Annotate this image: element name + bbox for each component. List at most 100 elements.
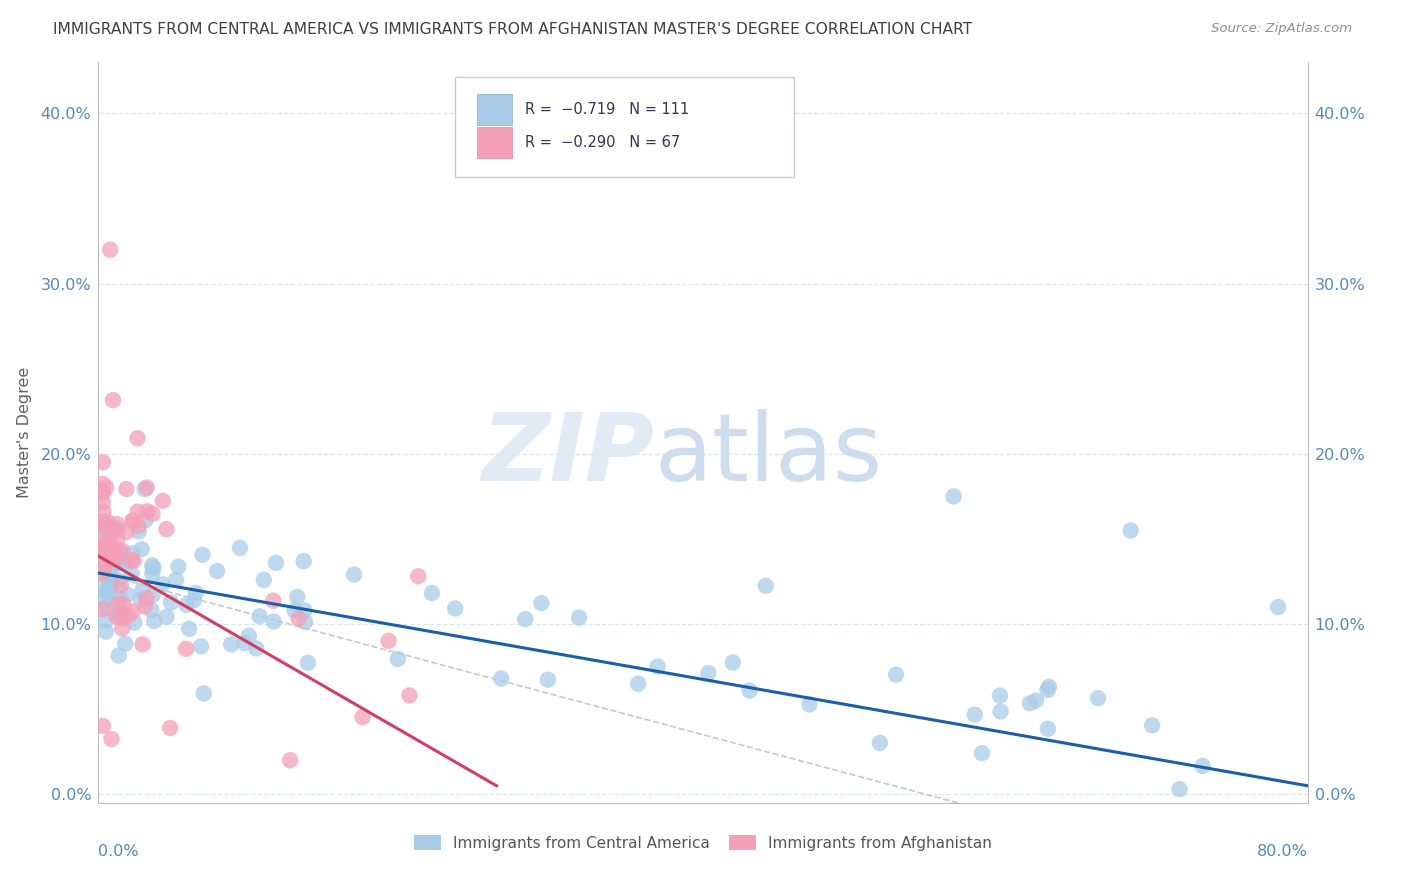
Point (1019, 696, 1042, 710)
Point (174, 641, 197, 656)
Point (1038, 680, 1060, 694)
Text: 0.0%: 0.0% (98, 844, 139, 858)
Point (129, 592, 152, 607)
Point (160, 595, 183, 609)
Point (91, 602, 114, 616)
Point (205, 564, 228, 578)
Point (121, 553, 143, 567)
Point (152, 494, 174, 508)
Point (94, 518, 117, 533)
Point (963, 707, 986, 722)
FancyBboxPatch shape (477, 127, 512, 158)
Point (183, 593, 205, 607)
Point (515, 612, 537, 626)
Point (111, 543, 134, 558)
Point (121, 546, 143, 560)
Point (136, 504, 159, 518)
Point (721, 656, 744, 670)
Point (94, 557, 117, 571)
Point (108, 544, 131, 558)
Point (1036, 683, 1059, 698)
Point (91, 518, 114, 533)
Point (233, 636, 256, 650)
Point (91, 483, 114, 498)
Point (91, 495, 114, 509)
Point (94, 624, 117, 639)
Point (101, 393, 124, 408)
Point (98, 586, 121, 600)
Point (105, 552, 128, 566)
Point (122, 554, 145, 568)
Point (107, 648, 129, 663)
Point (377, 633, 399, 648)
Point (107, 597, 129, 611)
Point (537, 673, 560, 687)
Point (245, 641, 267, 656)
Point (91, 476, 114, 491)
Point (152, 577, 174, 591)
Point (124, 615, 146, 630)
Point (91, 540, 114, 554)
Point (406, 569, 429, 583)
Point (110, 591, 132, 606)
Point (121, 605, 143, 619)
Point (91, 455, 114, 469)
FancyBboxPatch shape (456, 78, 793, 178)
Point (229, 541, 252, 555)
Point (219, 637, 242, 651)
Point (128, 519, 150, 533)
Point (131, 638, 153, 652)
Point (141, 507, 163, 521)
Point (117, 608, 139, 623)
Point (91, 719, 114, 733)
Point (94, 614, 117, 628)
Point (94, 481, 117, 495)
Point (1140, 718, 1163, 732)
Point (1267, 600, 1289, 615)
Point (98, 548, 121, 562)
Point (91, 514, 114, 528)
Point (104, 541, 127, 556)
Point (142, 561, 165, 575)
Point (1025, 693, 1047, 707)
Point (176, 598, 198, 612)
Point (420, 586, 443, 600)
Point (287, 612, 309, 626)
Point (100, 577, 122, 591)
Point (444, 601, 467, 615)
Point (249, 609, 271, 624)
Point (278, 753, 301, 767)
Point (134, 599, 156, 614)
Point (990, 705, 1012, 719)
Point (100, 543, 122, 558)
Point (167, 559, 190, 574)
Point (297, 656, 319, 670)
Point (134, 482, 156, 496)
Point (131, 582, 153, 597)
Point (115, 524, 138, 539)
Point (121, 514, 143, 528)
Point (97, 516, 120, 530)
Point (94, 592, 117, 607)
Point (91, 558, 114, 572)
Point (105, 516, 128, 531)
Point (165, 573, 187, 587)
Text: R =  −0.290   N = 67: R = −0.290 N = 67 (526, 135, 681, 150)
Point (292, 554, 315, 568)
Point (104, 523, 127, 537)
Point (352, 710, 374, 724)
Point (262, 593, 284, 607)
Point (141, 603, 163, 617)
Point (127, 504, 149, 518)
Point (96, 583, 118, 598)
Point (96, 532, 118, 546)
Point (135, 481, 157, 495)
Text: atlas: atlas (655, 409, 883, 500)
Point (141, 566, 163, 581)
Point (101, 558, 124, 573)
Point (697, 666, 720, 681)
Point (530, 596, 553, 610)
Point (179, 622, 201, 636)
Point (98, 543, 121, 558)
Point (115, 555, 138, 569)
